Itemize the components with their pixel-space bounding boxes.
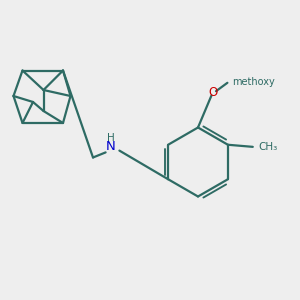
Text: O: O (208, 86, 217, 100)
Text: N: N (106, 140, 116, 154)
Text: CH₃: CH₃ (258, 142, 277, 152)
Text: H: H (107, 133, 115, 143)
Text: methoxy: methoxy (232, 76, 275, 87)
